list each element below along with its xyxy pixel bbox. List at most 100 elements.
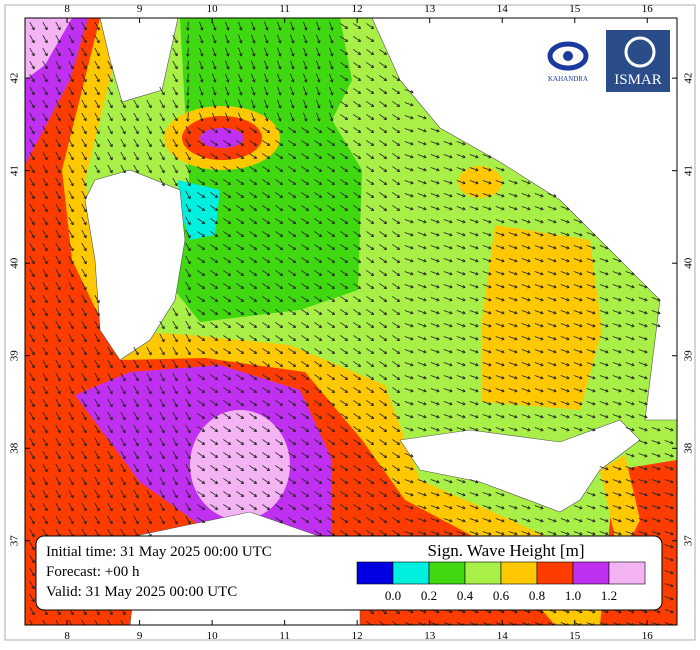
arrow [251, 60, 256, 70]
arrow [288, 439, 297, 445]
arrow [379, 426, 388, 432]
arrow [495, 492, 505, 497]
arrow [262, 374, 271, 380]
arrow [366, 231, 375, 237]
arrow [379, 270, 388, 276]
arrow [262, 400, 271, 406]
arrow [146, 502, 152, 512]
arrow [249, 283, 258, 289]
arrow [366, 283, 375, 289]
arrow [599, 245, 609, 250]
arrow [443, 336, 453, 341]
arrow [417, 427, 427, 432]
arrow [197, 439, 206, 445]
arrow [262, 218, 271, 224]
arrow [120, 619, 126, 625]
arrow [94, 450, 100, 460]
arrow [417, 219, 427, 224]
arrow [249, 465, 258, 471]
arrow [249, 478, 258, 484]
arrow [329, 21, 334, 31]
arrow [172, 385, 178, 395]
arrow [327, 309, 336, 315]
arrow [560, 336, 570, 341]
lat-tick-label: 42 [9, 73, 21, 84]
arrow [249, 309, 258, 315]
arrow [290, 112, 295, 122]
arrow [42, 203, 48, 213]
arrow [133, 346, 139, 356]
arrow [107, 138, 113, 148]
arrow [249, 439, 258, 445]
arrow [340, 218, 349, 224]
arrow [430, 258, 440, 263]
arrow [264, 73, 269, 83]
arrow [94, 125, 100, 135]
arrow [225, 112, 230, 122]
arrow [495, 336, 505, 341]
arrow [301, 270, 310, 276]
arrow [238, 34, 243, 44]
arrow [651, 479, 661, 484]
arrow [197, 127, 206, 133]
arrow [199, 34, 204, 44]
arrow [68, 268, 74, 278]
arrow [120, 125, 126, 135]
arrow [327, 283, 336, 289]
arrow [638, 622, 648, 625]
arrow [469, 518, 479, 523]
arrow [353, 465, 362, 471]
arrow [404, 310, 414, 315]
arrow [392, 153, 401, 159]
arrow [392, 348, 401, 354]
arrow [366, 439, 375, 445]
colorbar-swatch [428, 561, 466, 585]
arrow [120, 398, 126, 408]
arrow [42, 268, 48, 278]
arrow [612, 375, 622, 380]
arrow [327, 257, 336, 263]
arrow [430, 336, 440, 341]
arrow [172, 86, 178, 96]
colorbar-swatch [392, 561, 430, 585]
arrow [303, 99, 308, 109]
arrow [29, 411, 35, 421]
arrow [68, 21, 74, 31]
arrow [288, 296, 297, 302]
arrow [68, 86, 74, 96]
arrow [55, 164, 61, 174]
arrow [379, 166, 388, 172]
arrow [68, 190, 74, 200]
arrow [495, 518, 505, 523]
arrow [586, 258, 596, 263]
arrow [277, 60, 282, 70]
arrow [534, 414, 544, 419]
arrow [534, 362, 544, 367]
arrow [392, 478, 401, 484]
arrow [197, 309, 206, 315]
arrow [185, 281, 191, 291]
arrow [329, 99, 334, 109]
arrow [482, 427, 492, 432]
arrow [417, 128, 427, 133]
arrow [133, 359, 139, 369]
arrow [586, 232, 596, 237]
arrow [225, 99, 230, 109]
arrow [249, 140, 258, 146]
arrow [146, 411, 152, 421]
arrow [275, 478, 284, 484]
arrow [94, 138, 100, 148]
arrow [29, 554, 35, 564]
arrow [210, 231, 219, 237]
arrow [264, 21, 269, 31]
arrow [430, 167, 440, 172]
arrow [327, 140, 336, 146]
arrow [534, 271, 544, 276]
arrow [327, 270, 336, 276]
arrow [68, 151, 74, 161]
arrow [107, 385, 113, 395]
arrow [379, 140, 388, 146]
arrow [172, 177, 178, 187]
arrow [94, 476, 100, 486]
arrow [29, 437, 35, 447]
